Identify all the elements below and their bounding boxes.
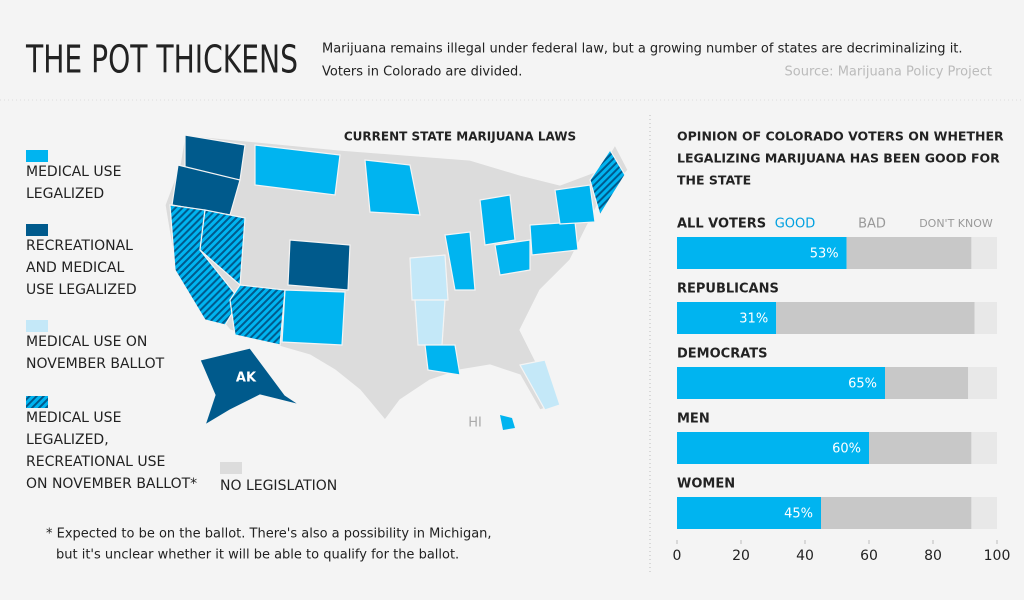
value-label: 45% [784, 507, 813, 522]
legend-label: BAD [858, 217, 886, 232]
bar-segment [885, 367, 969, 399]
x-tick-label: 60 [860, 548, 878, 564]
state [554, 184, 596, 225]
legend-label: MEDICAL USE ON [26, 334, 147, 350]
x-tick-label: 0 [673, 548, 682, 564]
us-map: AK HI [164, 134, 629, 431]
footnote: * Expected to be on the ballot. There's … [46, 527, 492, 542]
chart-title: THE STATE [677, 173, 751, 188]
legend-label: RECREATIONAL USE [26, 454, 165, 470]
bar-segment [677, 237, 847, 269]
category-label: DEMOCRATS [677, 347, 768, 362]
state [500, 415, 515, 430]
bar-chart: OPINION OF COLORADO VOTERS ON WHETHER LEG… [673, 129, 1011, 565]
bar-segment [821, 497, 972, 529]
category-label: REPUBLICANS [677, 282, 779, 297]
chart-title: OPINION OF COLORADO VOTERS ON WHETHER [677, 129, 1004, 144]
chart-title: LEGALIZING MARIJUANA HAS BEEN GOOD FOR [677, 151, 1000, 166]
bar-segment [971, 497, 997, 529]
legend-label: MEDICAL USE [26, 164, 121, 180]
state [494, 239, 531, 276]
legend-label: USE LEGALIZED [26, 282, 137, 298]
legend-swatch [26, 224, 48, 236]
legend-label: AND MEDICAL [26, 260, 124, 276]
legend-label: MEDICAL USE [26, 410, 121, 426]
state [479, 194, 516, 246]
map-legend: MEDICAL USE LEGALIZED RECREATIONAL AND MEDI… [26, 150, 337, 494]
state [589, 148, 626, 217]
category-label: WOMEN [677, 477, 735, 492]
state [281, 289, 346, 346]
legend-label: LEGALIZED [26, 186, 104, 202]
state [287, 239, 351, 291]
description: Voters in Colorado are divided. [322, 65, 522, 80]
state [199, 347, 301, 427]
legend-swatch [26, 150, 48, 162]
source: Source: Marijuana Policy Project [785, 65, 992, 80]
state [254, 144, 341, 196]
category-label: MEN [677, 412, 710, 427]
legend-label: LEGALIZED, [26, 432, 109, 448]
value-label: 65% [848, 377, 877, 392]
bar-segment [971, 237, 997, 269]
bar-segment [968, 367, 997, 399]
x-tick-label: 20 [732, 548, 750, 564]
legend-swatch [26, 396, 48, 408]
footnote: but it's unclear whether it will be able… [56, 548, 459, 563]
legend-label: NO LEGISLATION [220, 478, 337, 494]
legend-label: DON'T KNOW [919, 217, 993, 230]
bar-segment [846, 237, 972, 269]
bar-segment [677, 432, 869, 464]
bar-segment [971, 432, 997, 464]
category-label: ALL VOTERS [677, 217, 766, 232]
legend-swatch [220, 462, 242, 474]
x-tick-label: 100 [984, 548, 1011, 564]
bar-segment [677, 497, 821, 529]
bar-segment [974, 302, 997, 334]
x-tick-label: 80 [924, 548, 942, 564]
bar-segment [869, 432, 972, 464]
state [529, 221, 579, 256]
state-label: AK [236, 371, 257, 386]
legend-swatch [26, 320, 48, 332]
state-label: HI [468, 416, 482, 431]
map-title: CURRENT STATE MARIJUANA LAWS [344, 130, 576, 144]
legend-label: NOVEMBER BALLOT [26, 356, 165, 372]
value-label: 53% [810, 247, 839, 262]
bar-segment [776, 302, 975, 334]
description: Marijuana remains illegal under federal … [322, 42, 963, 57]
state [229, 284, 286, 346]
state [364, 159, 421, 216]
legend-label: RECREATIONAL [26, 238, 133, 254]
bar-segment [677, 367, 885, 399]
state [424, 344, 461, 376]
legend-label: ON NOVEMBER BALLOT* [26, 476, 197, 492]
state [519, 359, 561, 411]
state [409, 254, 449, 301]
state [414, 299, 446, 346]
value-label: 31% [739, 312, 768, 327]
page-title: THE POT THICKENS [25, 38, 298, 82]
value-label: 60% [832, 442, 861, 457]
state [444, 231, 476, 291]
x-tick-label: 40 [796, 548, 814, 564]
legend-label: GOOD [775, 217, 816, 232]
bar-segment [677, 302, 777, 334]
